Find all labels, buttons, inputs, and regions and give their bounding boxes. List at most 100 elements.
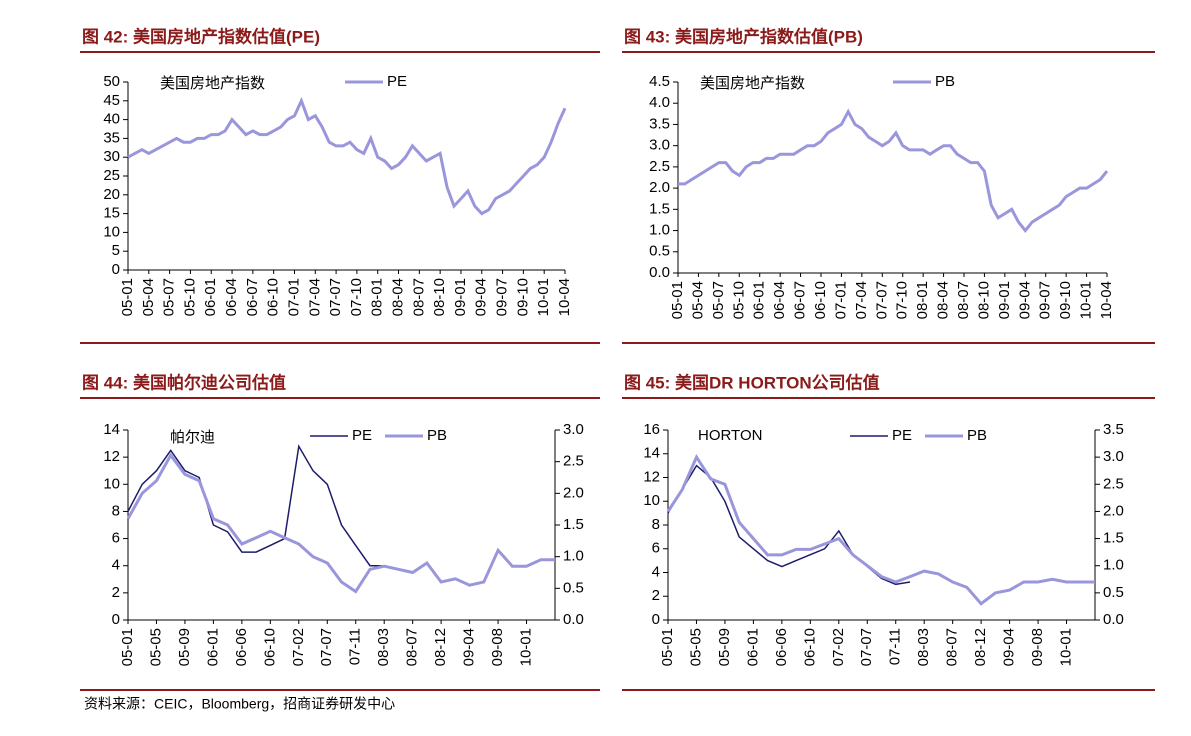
x-tick-label: 09-04 xyxy=(461,628,478,666)
x-tick-label: 10-01 xyxy=(535,278,552,316)
x-tick-label: 06-04 xyxy=(771,281,788,319)
x-tick-label: 09-07 xyxy=(494,278,511,316)
x-tick-label: 10-04 xyxy=(556,278,573,316)
x-tick-label: 09-04 xyxy=(1001,628,1018,666)
tick-label: 0.0 xyxy=(649,264,670,281)
x-tick-label: 06-01 xyxy=(204,628,221,666)
x-tick-label: 08-10 xyxy=(431,278,448,316)
tick-label: 2.0 xyxy=(649,179,670,196)
tick-label: 3.0 xyxy=(1103,448,1124,465)
legend-label: PE xyxy=(387,73,407,90)
x-tick-label: 08-04 xyxy=(935,281,952,319)
x-tick-label: 08-01 xyxy=(914,281,931,319)
x-tick-label: 10-01 xyxy=(1058,628,1075,666)
x-tick-label: 07-11 xyxy=(887,628,904,665)
x-tick-label: 09-08 xyxy=(489,628,506,666)
x-tick-label: 08-07 xyxy=(955,281,972,319)
x-tick-label: 05-10 xyxy=(730,281,747,319)
x-tick-label: 09-10 xyxy=(1057,281,1074,319)
tick-label: 0.0 xyxy=(563,611,584,628)
x-tick-label: 06-04 xyxy=(223,278,240,316)
series-line xyxy=(127,444,385,567)
legend-label: PB xyxy=(427,427,447,444)
x-tick-label: 09-08 xyxy=(1029,628,1046,666)
x-tick-label: 06-01 xyxy=(744,628,761,666)
x-tick-label: 05-04 xyxy=(689,281,706,319)
x-tick-label: 06-10 xyxy=(812,281,829,319)
x-tick-label: 07-07 xyxy=(327,278,344,316)
tick-label: 2.5 xyxy=(1103,475,1124,492)
x-tick-label: 08-04 xyxy=(389,278,406,316)
x-tick-label: 05-09 xyxy=(176,628,193,666)
x-tick-label: 06-06 xyxy=(233,628,250,666)
legend-label: PE xyxy=(352,427,372,444)
x-tick-label: 10-01 xyxy=(1078,281,1095,319)
x-tick-label: 05-05 xyxy=(687,628,704,666)
tick-label: 0.5 xyxy=(1103,584,1124,601)
x-tick-label: 07-04 xyxy=(853,281,870,319)
tick-label: 0.5 xyxy=(649,243,670,260)
tick-label: 1.0 xyxy=(563,548,584,565)
tick-label: 1.5 xyxy=(1103,530,1124,547)
x-tick-label: 07-07 xyxy=(873,281,890,319)
tick-label: 40 xyxy=(103,111,120,128)
x-tick-label: 09-01 xyxy=(452,278,469,316)
tick-label: 1.0 xyxy=(649,222,670,239)
legend-label: PB xyxy=(967,427,987,444)
x-tick-label: 07-02 xyxy=(290,628,307,666)
tick-label: 1.0 xyxy=(1103,557,1124,574)
x-tick-label: 06-10 xyxy=(801,628,818,666)
x-tick-label: 07-07 xyxy=(858,628,875,666)
tick-label: 14 xyxy=(103,421,120,438)
series-line xyxy=(667,464,911,586)
tick-label: 2.0 xyxy=(563,484,584,501)
tick-label: 3.5 xyxy=(649,115,670,132)
tick-label: 0.0 xyxy=(1103,611,1124,628)
chart-title: 图 44: 美国帕尔迪公司估值 xyxy=(82,372,286,392)
tick-label: 4 xyxy=(652,563,660,580)
tick-label: 1.5 xyxy=(649,200,670,217)
x-tick-label: 09-04 xyxy=(473,278,490,316)
x-tick-label: 07-07 xyxy=(318,628,335,666)
chart-title: 图 43: 美国房地产指数估值(PB) xyxy=(624,26,863,46)
x-tick-label: 09-04 xyxy=(1016,281,1033,319)
x-tick-label: 10-01 xyxy=(518,628,535,666)
tick-label: 16 xyxy=(643,421,660,438)
source-note: 资料来源：CEIC，Bloomberg，招商证券研发中心 xyxy=(84,696,395,712)
tick-label: 4.0 xyxy=(649,94,670,111)
x-tick-label: 08-10 xyxy=(975,281,992,319)
tick-label: 1.5 xyxy=(563,516,584,533)
tick-label: 20 xyxy=(103,186,120,203)
x-tick-label: 05-04 xyxy=(140,278,157,316)
x-tick-label: 08-07 xyxy=(944,628,961,666)
legend-label: PB xyxy=(935,73,955,90)
tick-label: 5 xyxy=(112,242,120,259)
series-line xyxy=(127,96,567,216)
tick-label: 30 xyxy=(103,148,120,165)
tick-label: 10 xyxy=(103,475,120,492)
x-tick-label: 05-07 xyxy=(161,278,178,316)
tick-label: 3.0 xyxy=(563,421,584,438)
x-tick-label: 05-10 xyxy=(181,278,198,316)
x-tick-label: 08-03 xyxy=(915,628,932,666)
x-tick-label: 08-07 xyxy=(404,628,421,666)
x-tick-label: 05-07 xyxy=(710,281,727,319)
x-tick-label: 07-10 xyxy=(894,281,911,319)
tick-label: 45 xyxy=(103,92,120,109)
tick-label: 2.0 xyxy=(1103,502,1124,519)
x-tick-label: 05-09 xyxy=(716,628,733,666)
annotation: 帕尔迪 xyxy=(170,429,215,446)
chart-title: 图 45: 美国DR HORTON公司估值 xyxy=(624,372,880,392)
tick-label: 10 xyxy=(643,492,660,509)
x-tick-label: 06-10 xyxy=(265,278,282,316)
tick-label: 3.5 xyxy=(1103,421,1124,438)
x-tick-label: 06-10 xyxy=(261,628,278,666)
tick-label: 2.5 xyxy=(649,158,670,175)
chart-title: 图 42: 美国房地产指数估值(PE) xyxy=(82,26,320,46)
tick-label: 6 xyxy=(652,540,660,557)
x-tick-label: 07-01 xyxy=(285,278,302,316)
x-tick-label: 08-01 xyxy=(369,278,386,316)
x-tick-label: 08-07 xyxy=(410,278,427,316)
tick-label: 0 xyxy=(112,611,120,628)
x-tick-label: 06-01 xyxy=(202,278,219,316)
